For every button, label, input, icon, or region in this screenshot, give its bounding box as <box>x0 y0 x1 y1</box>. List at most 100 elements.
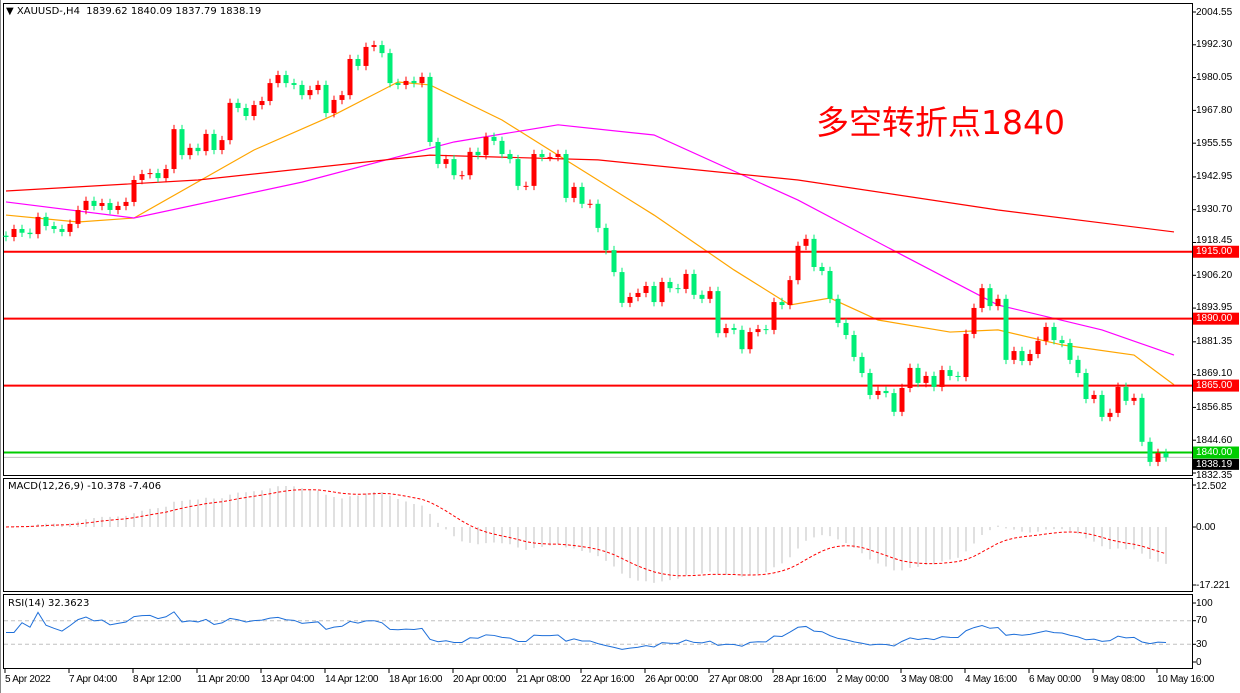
macd-signal-line <box>5 489 1167 577</box>
candle <box>563 149 569 203</box>
candle-body <box>1163 453 1169 458</box>
candle-body <box>467 151 473 176</box>
candle-body <box>1067 343 1073 360</box>
candle <box>715 286 721 338</box>
candle-body <box>707 291 713 299</box>
candle <box>1123 382 1129 406</box>
candle <box>595 199 601 233</box>
candle <box>1003 294 1009 365</box>
candle <box>875 386 881 400</box>
time-axis-label: 8 Apr 12:00 <box>133 674 181 685</box>
candle-body <box>947 370 953 376</box>
candle <box>899 383 905 417</box>
candle <box>531 149 537 191</box>
candle <box>843 318 849 340</box>
time-axis-label: 21 Apr 08:00 <box>517 674 571 685</box>
candle <box>571 182 577 203</box>
dropdown-triangle-icon[interactable]: ▼ <box>6 6 14 17</box>
level-price-tag <box>1193 446 1239 459</box>
candle <box>283 70 289 88</box>
chart-header[interactable]: ▼ XAUUSD-,H4 1839.62 1840.09 1837.79 183… <box>6 6 261 18</box>
candle-body <box>171 129 177 170</box>
candle-body <box>723 328 729 334</box>
candle-body <box>123 201 129 206</box>
candle <box>491 132 497 146</box>
candle-body <box>355 58 361 66</box>
candle <box>971 303 977 339</box>
candle-body <box>219 140 225 151</box>
candle <box>11 224 17 242</box>
level-price-tag <box>1193 379 1239 392</box>
candle-body <box>627 296 633 303</box>
price-axis-label: 1930.70 <box>1196 204 1233 216</box>
candle-body <box>779 302 785 306</box>
rsi-pane-frame <box>3 594 1193 669</box>
price-axis-label: 1869.10 <box>1196 368 1233 380</box>
candle-body <box>971 307 977 334</box>
candle <box>1163 448 1169 462</box>
candle <box>331 95 337 118</box>
candle-body <box>139 174 145 180</box>
candle <box>251 100 257 121</box>
candle <box>619 267 625 308</box>
time-axis-label: 11 Apr 20:00 <box>197 674 250 685</box>
candle <box>851 330 857 362</box>
candle <box>947 365 953 381</box>
candle-body <box>99 203 105 206</box>
candle <box>67 219 73 237</box>
candle <box>931 371 937 392</box>
candle-body <box>643 286 649 293</box>
candle <box>915 363 921 388</box>
candle <box>1139 393 1145 447</box>
candle-body <box>691 273 697 295</box>
candle-body <box>91 200 97 206</box>
price-axis-label: 1918.45 <box>1196 234 1233 246</box>
candle-body <box>611 250 617 273</box>
candle <box>835 294 841 328</box>
candle <box>83 196 89 215</box>
candle <box>371 40 377 52</box>
candle-body <box>243 107 249 117</box>
time-axis-label: 14 Apr 12:00 <box>325 674 379 685</box>
candle <box>43 212 49 231</box>
candle <box>1051 322 1057 345</box>
candle <box>691 269 697 300</box>
candle <box>1155 448 1161 467</box>
candle-body <box>1043 326 1049 341</box>
candle-body <box>939 370 945 387</box>
candle-body <box>603 227 609 251</box>
candle-body <box>811 238 817 267</box>
time-axis-label: 13 Apr 04:00 <box>261 674 315 685</box>
time-axis-label: 26 Apr 00:00 <box>645 674 699 685</box>
candle-body <box>563 154 569 198</box>
time-axis-label: 5 Apr 2022 <box>5 674 51 685</box>
candle-body <box>987 288 993 307</box>
candle-body <box>307 90 313 96</box>
candle-body <box>1035 340 1041 355</box>
time-axis-label: 9 May 08:00 <box>1093 674 1145 685</box>
candle <box>355 54 361 71</box>
candle <box>51 221 57 234</box>
macd-axis-label: 0.00 <box>1196 521 1216 533</box>
candle <box>747 327 753 354</box>
candle <box>123 197 129 211</box>
candle-body <box>587 203 593 205</box>
price-axis-label: 1832.35 <box>1196 470 1233 481</box>
candle-body <box>299 84 305 96</box>
candle-body <box>163 169 169 179</box>
candle-body <box>715 291 721 334</box>
candle-body <box>443 159 449 164</box>
price-axis-label: 1906.20 <box>1196 269 1233 281</box>
candle <box>115 201 121 215</box>
candle-body <box>523 185 529 187</box>
candle <box>395 78 401 90</box>
candle-body <box>835 298 841 323</box>
candle-body <box>203 133 209 152</box>
candle <box>1131 393 1137 406</box>
candle <box>443 154 449 169</box>
candle-body <box>195 147 201 152</box>
time-axis-label: 3 May 08:00 <box>901 674 953 685</box>
time-axis-label: 18 Apr 16:00 <box>389 674 443 685</box>
candle-body <box>363 46 369 66</box>
candle <box>227 98 233 145</box>
